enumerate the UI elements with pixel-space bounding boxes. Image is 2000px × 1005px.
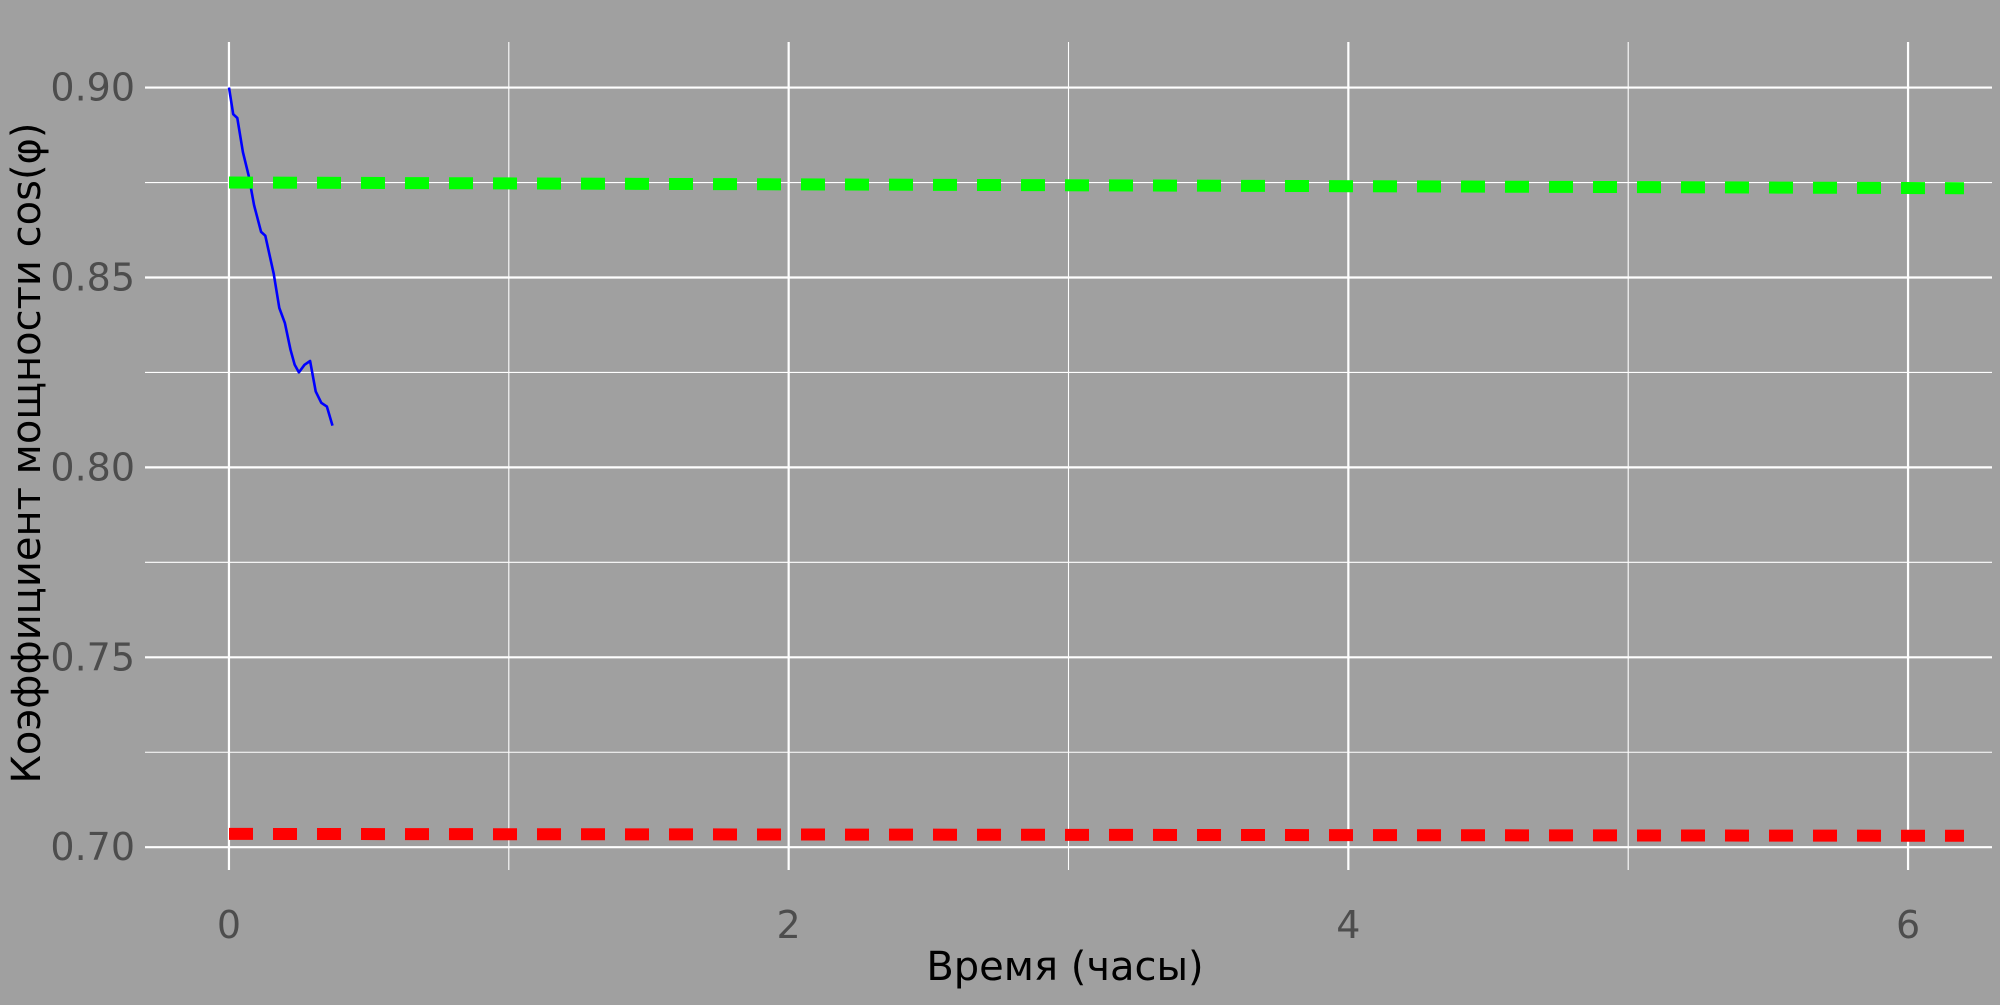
tick-labels: 0 2 4 6 0.70 0.75 0.80 0.85 0.90 — [50, 66, 1920, 947]
series-line-1 — [227, 87, 334, 426]
y-tick-label: 0.85 — [50, 255, 135, 299]
x-tick-label: 2 — [777, 903, 801, 947]
x-tick-label: 4 — [1336, 903, 1360, 947]
x-tick-label: 0 — [217, 903, 241, 947]
grid — [145, 42, 1992, 870]
series-layer — [227, 87, 1965, 842]
x-axis-title: Время (часы) — [926, 944, 1203, 990]
y-axis-title: Коэффициент мощности cos(φ) — [4, 122, 50, 783]
x-tick-label: 6 — [1896, 903, 1920, 947]
y-tick-label: 0.80 — [50, 445, 135, 489]
y-tick-label: 0.75 — [50, 635, 135, 679]
y-tick-label: 0.90 — [50, 66, 135, 110]
y-tick-label: 0.70 — [50, 825, 135, 869]
